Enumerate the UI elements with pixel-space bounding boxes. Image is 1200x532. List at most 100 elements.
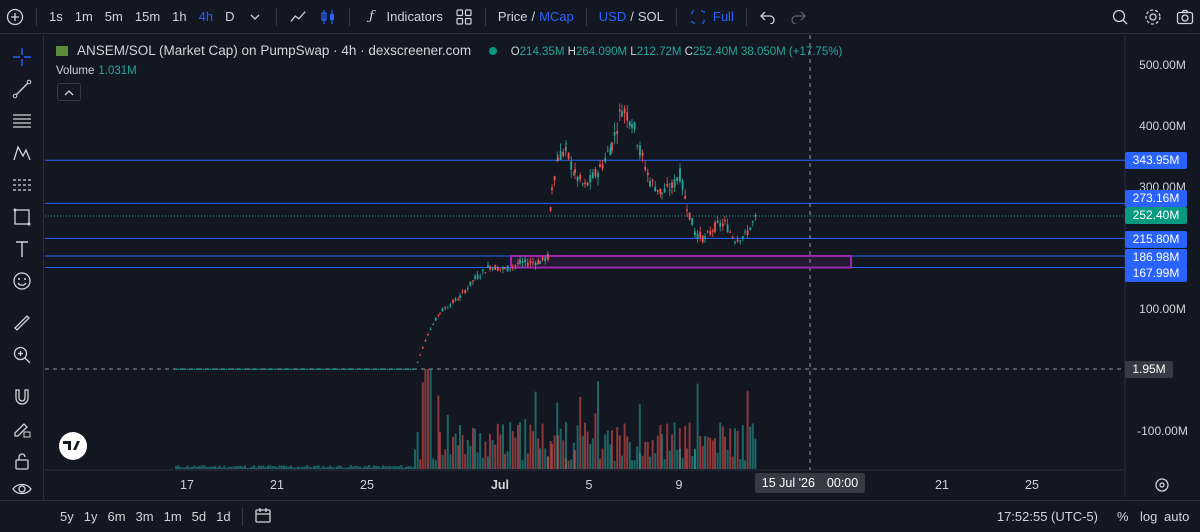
volume-bar — [509, 422, 512, 469]
price-mcap-toggle[interactable]: Price / MCap — [492, 0, 580, 34]
candle-body — [198, 368, 200, 370]
volume-bar — [481, 457, 484, 469]
add-symbol-button[interactable] — [0, 0, 30, 34]
candle-body — [621, 111, 623, 117]
volume-bar — [439, 431, 441, 469]
volume-bar — [521, 459, 524, 469]
candle-body — [294, 368, 297, 370]
interval-5m[interactable]: 5m — [104, 9, 123, 24]
crosshair-time-tag: 15 Jul '26 00:00 — [755, 473, 865, 493]
range-1d[interactable]: 1d — [216, 509, 231, 524]
log-toggle[interactable]: log — [1140, 509, 1158, 524]
level-tag: 343.95M — [1125, 152, 1187, 169]
volume-bar — [644, 441, 647, 469]
currency-toggle[interactable]: USD / SOL — [593, 0, 670, 34]
volume-bar — [310, 467, 313, 469]
quick-search-button[interactable] — [1105, 0, 1135, 34]
text-tool[interactable] — [7, 235, 37, 265]
candle-body — [290, 368, 292, 370]
settings-icon — [1153, 478, 1171, 497]
measure-tool[interactable] — [7, 309, 37, 339]
volume-bar — [754, 438, 757, 469]
templates-button[interactable] — [449, 0, 479, 34]
hide-drawings-tool[interactable] — [7, 475, 37, 505]
forecast-tool[interactable] — [7, 171, 37, 201]
volume-bar — [671, 434, 673, 469]
trend-line-tool[interactable] — [7, 75, 37, 105]
screenshot-button[interactable] — [1170, 0, 1200, 34]
interval-1h[interactable]: 1h — [172, 9, 187, 24]
interval-15m[interactable]: 15m — [134, 9, 161, 24]
volume-bar — [250, 466, 253, 469]
shape-tool[interactable] — [7, 203, 37, 233]
volume-bar — [303, 466, 306, 469]
chevron-up-icon — [64, 85, 74, 100]
volume-bar — [709, 437, 712, 469]
candle-body — [656, 190, 659, 192]
undo-button[interactable] — [753, 0, 783, 34]
indicators-button[interactable]: ƒ Indicators — [356, 0, 448, 34]
volume-bar — [589, 443, 592, 469]
zoom-tool[interactable] — [7, 341, 37, 371]
candle-body — [361, 368, 364, 370]
candle-body — [322, 368, 325, 370]
range-5d[interactable]: 5d — [191, 509, 207, 524]
interval-d[interactable]: D — [225, 9, 235, 24]
interval-dropdown[interactable] — [240, 0, 270, 34]
range-1y[interactable]: 1y — [83, 509, 98, 524]
magnet-tool[interactable] — [7, 383, 37, 413]
auto-toggle[interactable]: auto — [1164, 509, 1190, 524]
zoom-in-icon — [12, 345, 32, 368]
full-button[interactable]: Full — [683, 0, 740, 34]
price-label: Price — [497, 9, 528, 24]
go-to-date-button[interactable] — [249, 506, 277, 527]
pattern-tool[interactable] — [7, 139, 37, 169]
candles-button[interactable] — [313, 0, 343, 34]
range-6m[interactable]: 6m — [107, 509, 126, 524]
range-5y[interactable]: 5y — [60, 509, 74, 524]
volume-bar — [639, 453, 641, 469]
candle-body — [414, 368, 416, 370]
collapse-legend-button[interactable] — [57, 83, 81, 101]
volume-bar — [579, 396, 582, 469]
candle-body — [688, 212, 691, 220]
candle-body — [711, 230, 714, 232]
candle-body — [714, 222, 716, 232]
lock-drawings-tool[interactable] — [7, 415, 37, 445]
interval-4h[interactable]: 4h — [198, 9, 214, 24]
emoji-tool[interactable] — [7, 267, 37, 297]
volume-bar — [726, 449, 729, 469]
volume-bar — [290, 465, 292, 469]
axis-settings-button[interactable] — [1153, 476, 1171, 497]
candle-body — [457, 299, 460, 301]
toolbar-divider — [745, 7, 747, 26]
interval-1s[interactable]: 1s — [49, 9, 63, 24]
crosshair-tool[interactable] — [7, 43, 37, 73]
candle-body — [736, 239, 739, 242]
volume-bar — [414, 449, 416, 469]
candle-body — [611, 142, 613, 151]
volume-bar — [736, 430, 739, 469]
candle-body — [633, 122, 636, 130]
volume-bar — [218, 465, 221, 469]
range-1m[interactable]: 1m — [163, 509, 182, 524]
candle-body — [400, 368, 403, 370]
candle-body — [354, 368, 357, 370]
fib-tool[interactable] — [7, 107, 37, 137]
volume-bar — [457, 445, 460, 469]
volume-bar — [244, 465, 246, 469]
candle-body — [412, 368, 414, 370]
lock-tool[interactable] — [7, 447, 37, 477]
settings-button[interactable] — [1138, 0, 1168, 34]
line-chart-button[interactable] — [283, 0, 313, 34]
interval-1m[interactable]: 1m — [74, 9, 93, 24]
volume-bar — [326, 466, 329, 469]
candle-body — [382, 368, 384, 370]
redo-button[interactable] — [783, 0, 813, 34]
candle-body — [591, 172, 594, 179]
range-3m[interactable]: 3m — [135, 509, 154, 524]
volume-bar — [529, 424, 532, 469]
candle-body — [579, 175, 582, 180]
percent-toggle[interactable]: % — [1117, 509, 1129, 524]
